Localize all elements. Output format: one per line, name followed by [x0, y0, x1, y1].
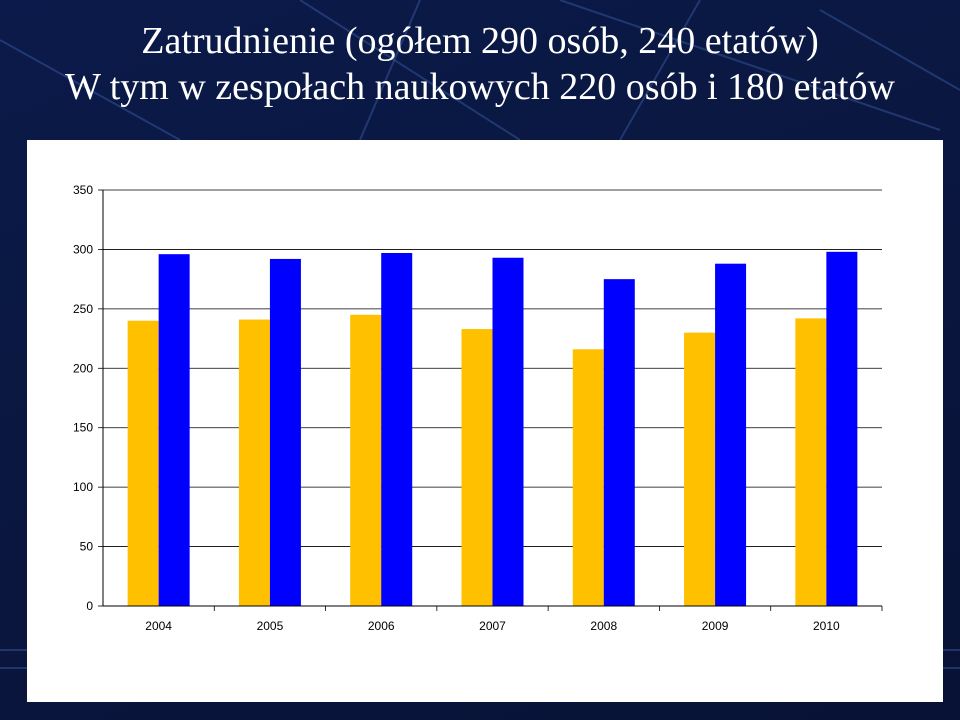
x-tick-label: 2005	[257, 619, 284, 633]
x-tick-label: 2009	[702, 619, 729, 633]
y-tick-label: 50	[80, 540, 94, 554]
bar-series2	[381, 252, 413, 606]
bar-series2	[269, 258, 301, 606]
bar-series1	[795, 318, 827, 606]
x-tick-label: 2010	[813, 619, 840, 633]
y-tick-label: 100	[73, 480, 93, 494]
bar-series2	[715, 263, 747, 606]
y-tick-label: 0	[86, 599, 93, 613]
bar-series1	[684, 332, 716, 606]
bar-series1	[127, 320, 159, 606]
bar-series2	[603, 279, 635, 606]
bar-series1	[238, 319, 270, 606]
bar-chart: 0 50 100 150 200 250 300 350 2004 2005 2006 2007 200…	[73, 183, 883, 633]
chart-panel: 0 50 100 150 200 250 300 350 2004 2005 2006 2007 200…	[27, 140, 943, 702]
y-tick-label: 200	[73, 361, 93, 375]
x-tick-label: 2007	[479, 619, 506, 633]
bar-series1	[461, 329, 493, 606]
y-tick-label: 150	[73, 421, 93, 435]
bar-series2	[158, 254, 190, 606]
y-tick-label: 250	[73, 302, 93, 316]
bar-series2	[826, 251, 858, 606]
x-tick-label: 2006	[368, 619, 395, 633]
title-line-2: W tym w zespołach naukowych 220 osób i 1…	[65, 66, 895, 108]
slide-title: Zatrudnienie (ogółem 290 osób, 240 etató…	[0, 18, 960, 110]
bar-series1	[572, 349, 604, 606]
bar-series2	[492, 257, 524, 606]
x-tick-label: 2004	[145, 619, 172, 633]
title-line-1: Zatrudnienie (ogółem 290 osób, 240 etató…	[141, 20, 819, 62]
y-tick-label: 350	[73, 183, 93, 197]
y-tick-label: 300	[73, 242, 93, 256]
x-tick-label: 2008	[590, 619, 617, 633]
bar-series1	[350, 314, 382, 606]
